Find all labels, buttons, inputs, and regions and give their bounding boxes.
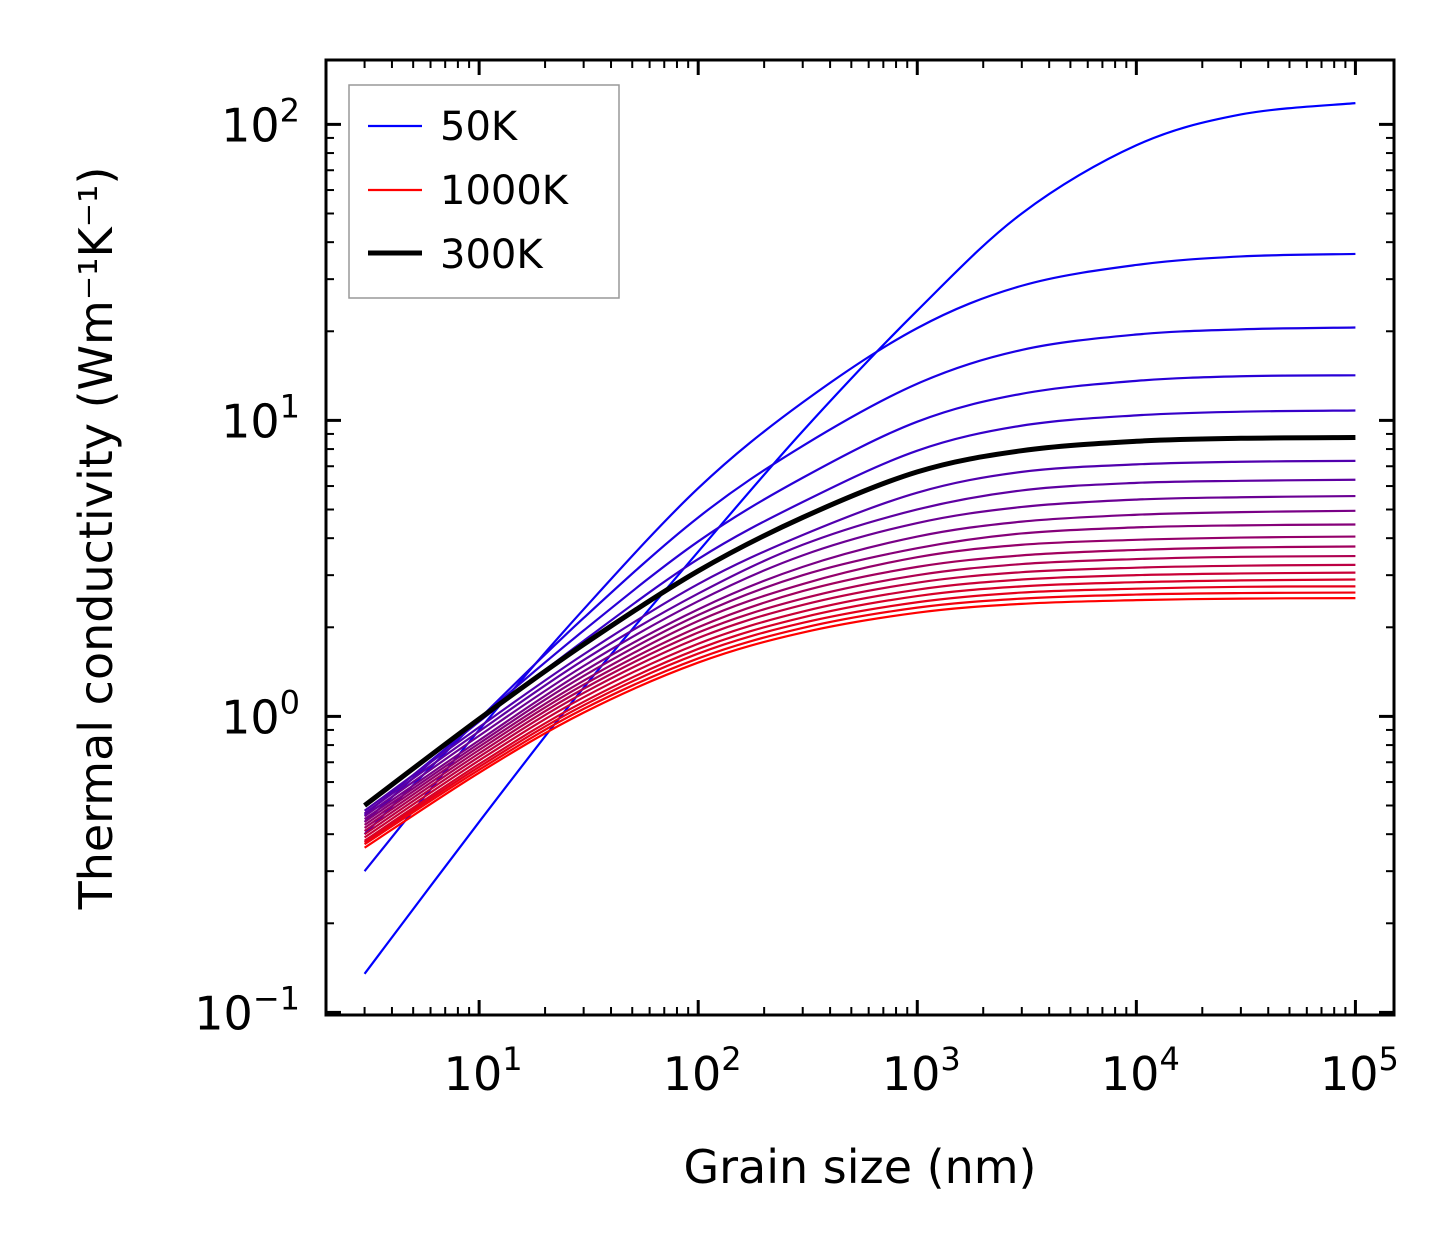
series-line-650k (363, 545, 1356, 829)
series-line-950k (363, 591, 1356, 846)
series-line-500k (363, 509, 1356, 820)
series-line-900k (363, 585, 1356, 844)
series-lines (363, 102, 1356, 975)
series-line-200k (363, 374, 1356, 823)
series-line-850k (363, 578, 1356, 842)
y-tick-label: 10−1 (194, 979, 300, 1040)
series-line-400k (363, 478, 1356, 815)
x-tick-label: 102 (663, 1040, 742, 1101)
y-tick-label: 101 (221, 387, 300, 448)
x-tick-label: 105 (1320, 1040, 1399, 1101)
series-line-1000k (363, 596, 1356, 849)
y-tick-label: 100 (221, 683, 300, 744)
legend-label-300k: 300K (440, 232, 544, 278)
legend: 50K 1000K 300K (348, 84, 620, 299)
major-ticks (326, 60, 1394, 1015)
series-line-150k (363, 326, 1356, 835)
legend-label-1000k: 1000K (440, 168, 570, 214)
series-line-600k (363, 535, 1356, 826)
x-tick-label: 104 (1101, 1040, 1180, 1101)
legend-box (348, 84, 620, 299)
plot-frame (324, 58, 1396, 1017)
series-line-700k (363, 554, 1356, 832)
series-line-750k (363, 563, 1356, 836)
y-tick-label: 102 (221, 91, 300, 152)
series-line-550k (363, 523, 1356, 823)
x-tick-label: 101 (444, 1040, 523, 1101)
x-axis-label: Grain size (nm) (684, 1140, 1037, 1194)
series-line-800k (363, 571, 1356, 839)
y-axis-label: Thermal conductivity (Wm⁻¹K⁻¹) (69, 167, 123, 911)
series-line-450k (363, 494, 1356, 818)
series-line-50k (363, 102, 1356, 975)
legend-label-50k: 50K (440, 104, 519, 150)
x-tick-labels: 101 102 103 104 105 (444, 1040, 1399, 1101)
series-line-300k (363, 435, 1356, 808)
series-line-350k (363, 459, 1356, 812)
x-tick-label: 103 (882, 1040, 961, 1101)
y-tick-labels: 10−1 100 101 102 (194, 91, 300, 1040)
